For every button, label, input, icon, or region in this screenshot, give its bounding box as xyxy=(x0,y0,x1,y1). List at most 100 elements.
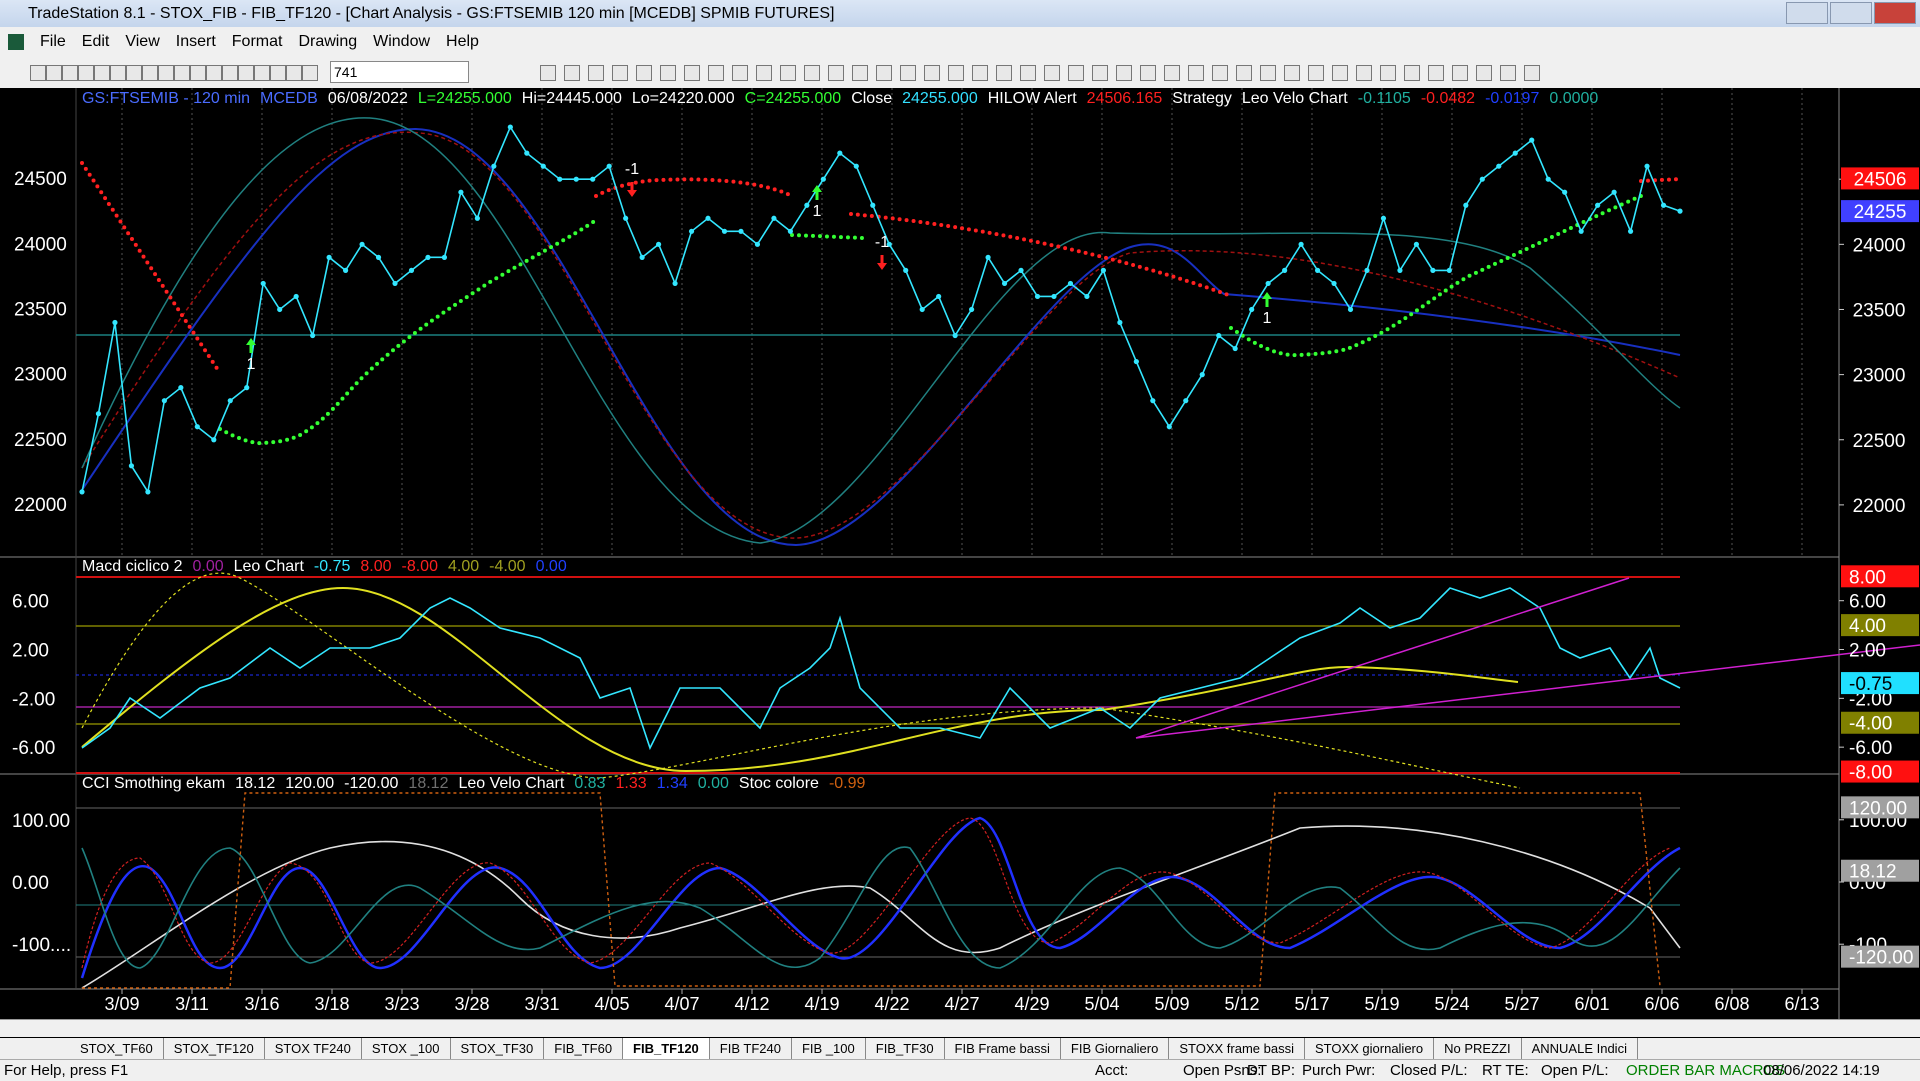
menu-item[interactable]: Window xyxy=(373,33,431,50)
app-icon xyxy=(8,34,24,50)
info-item: HILOW Alert xyxy=(987,90,1077,107)
y-tick-label: -2.00 xyxy=(1849,689,1892,710)
toolbar-button[interactable] xyxy=(948,65,964,81)
toolbar-button[interactable] xyxy=(1500,65,1516,81)
info-item: Lo=24220.000 xyxy=(631,90,735,107)
toolbar-button[interactable] xyxy=(1164,65,1180,81)
menu-item[interactable]: Insert xyxy=(175,33,216,50)
toolbar-button[interactable] xyxy=(564,65,580,81)
toolbar-button[interactable] xyxy=(636,65,652,81)
toolbar-button[interactable] xyxy=(1428,65,1444,81)
toolbar-button[interactable] xyxy=(222,65,238,81)
toolbar-button[interactable] xyxy=(684,65,700,81)
toolbar-button[interactable] xyxy=(1140,65,1156,81)
menu-item[interactable]: Drawing xyxy=(298,33,358,50)
toolbar-button[interactable] xyxy=(254,65,270,81)
tab[interactable]: ANNUALE Indici xyxy=(1522,1038,1638,1059)
maximize[interactable] xyxy=(1830,2,1872,24)
tab[interactable]: FIB _100 xyxy=(792,1038,866,1059)
toolbar-button[interactable] xyxy=(828,65,844,81)
toolbar-button[interactable] xyxy=(238,65,254,81)
toolbar-button[interactable] xyxy=(1212,65,1228,81)
tab[interactable]: FIB Frame bassi xyxy=(945,1038,1061,1059)
tab[interactable]: STOXX frame bassi xyxy=(1169,1038,1305,1059)
toolbar-button[interactable] xyxy=(612,65,628,81)
toolbar-button[interactable] xyxy=(996,65,1012,81)
menu-item[interactable]: File xyxy=(40,33,66,50)
toolbar-button[interactable] xyxy=(756,65,772,81)
toolbar-button[interactable] xyxy=(94,65,110,81)
toolbar-button[interactable] xyxy=(1044,65,1060,81)
tab[interactable]: STOX_TF60 xyxy=(70,1038,164,1059)
tab[interactable]: STOX_TF120 xyxy=(164,1038,265,1059)
tab[interactable]: FIB_TF60 xyxy=(544,1038,624,1059)
toolbar-button[interactable] xyxy=(588,65,604,81)
toolbar-button[interactable] xyxy=(206,65,222,81)
tab[interactable]: No PREZZI xyxy=(1434,1038,1522,1059)
toolbar-button[interactable] xyxy=(924,65,940,81)
toolbar-button[interactable] xyxy=(852,65,868,81)
toolbar-button[interactable] xyxy=(46,65,62,81)
toolbar-button[interactable] xyxy=(1260,65,1276,81)
toolbar-button[interactable] xyxy=(62,65,78,81)
toolbar-button[interactable] xyxy=(1092,65,1108,81)
menu-item[interactable]: Format xyxy=(231,33,283,50)
menu-item[interactable]: View xyxy=(125,33,160,50)
toolbar-button[interactable] xyxy=(876,65,892,81)
toolbar-button[interactable] xyxy=(540,65,556,81)
toolbar-button[interactable] xyxy=(660,65,676,81)
toolbar-button[interactable] xyxy=(1020,65,1036,81)
scrollbar[interactable] xyxy=(0,1019,1920,1037)
toolbar-button[interactable] xyxy=(142,65,158,81)
toolbar-button[interactable] xyxy=(190,65,206,81)
toolbar-button[interactable] xyxy=(1284,65,1300,81)
toolbar-button[interactable] xyxy=(110,65,126,81)
toolbar-button[interactable] xyxy=(270,65,286,81)
tab[interactable]: STOXX giornaliero xyxy=(1305,1038,1435,1059)
toolbar-button[interactable] xyxy=(972,65,988,81)
toolbar-button[interactable] xyxy=(174,65,190,81)
minimize[interactable] xyxy=(1786,2,1828,24)
toolbar-button[interactable] xyxy=(1380,65,1396,81)
tab[interactable]: FIB TF240 xyxy=(710,1038,792,1059)
menu-item[interactable]: Edit xyxy=(81,33,110,50)
signal-arrow xyxy=(627,182,637,197)
toolbar-button[interactable] xyxy=(1356,65,1372,81)
tab[interactable]: FIB_TF30 xyxy=(866,1038,945,1059)
toolbar-button[interactable] xyxy=(1188,65,1204,81)
toolbar-button[interactable] xyxy=(1236,65,1252,81)
toolbar-button[interactable] xyxy=(158,65,174,81)
toolbar-button[interactable] xyxy=(126,65,142,81)
info-item: Leo Chart xyxy=(233,558,304,575)
symbol-field[interactable]: 741 xyxy=(330,61,469,83)
tab[interactable]: STOX _100 xyxy=(362,1038,451,1059)
toolbar-button[interactable] xyxy=(30,65,46,81)
toolbar-button[interactable] xyxy=(900,65,916,81)
toolbar-button[interactable] xyxy=(1332,65,1348,81)
toolbar-button[interactable] xyxy=(286,65,302,81)
toolbar-button[interactable] xyxy=(732,65,748,81)
toolbar-button[interactable] xyxy=(78,65,94,81)
toolbar-button[interactable] xyxy=(1524,65,1540,81)
cci-line xyxy=(81,825,1681,989)
toolbar-button[interactable] xyxy=(1452,65,1468,81)
info-item: 0.00 xyxy=(192,558,224,575)
toolbar-button[interactable] xyxy=(1116,65,1132,81)
toolbar-button[interactable] xyxy=(1308,65,1324,81)
toolbar-button[interactable] xyxy=(302,65,318,81)
info-item: -120.00 xyxy=(344,775,399,792)
toolbar-button[interactable] xyxy=(1476,65,1492,81)
menu-item[interactable]: Help xyxy=(446,33,479,50)
y-tick-label: 22000 xyxy=(1853,496,1906,517)
toolbar-button[interactable] xyxy=(1404,65,1420,81)
tab[interactable]: FIB_TF120 xyxy=(623,1038,710,1059)
tab[interactable]: STOX_TF30 xyxy=(451,1038,545,1059)
toolbar-button[interactable] xyxy=(804,65,820,81)
tab[interactable]: FIB Giornaliero xyxy=(1061,1038,1170,1059)
tab[interactable]: STOX TF240 xyxy=(265,1038,362,1059)
toolbar-button[interactable] xyxy=(1068,65,1084,81)
toolbar-button[interactable] xyxy=(708,65,724,81)
status-item: Open Psns: xyxy=(1183,1062,1262,1079)
toolbar-button[interactable] xyxy=(780,65,796,81)
close[interactable] xyxy=(1874,2,1916,24)
